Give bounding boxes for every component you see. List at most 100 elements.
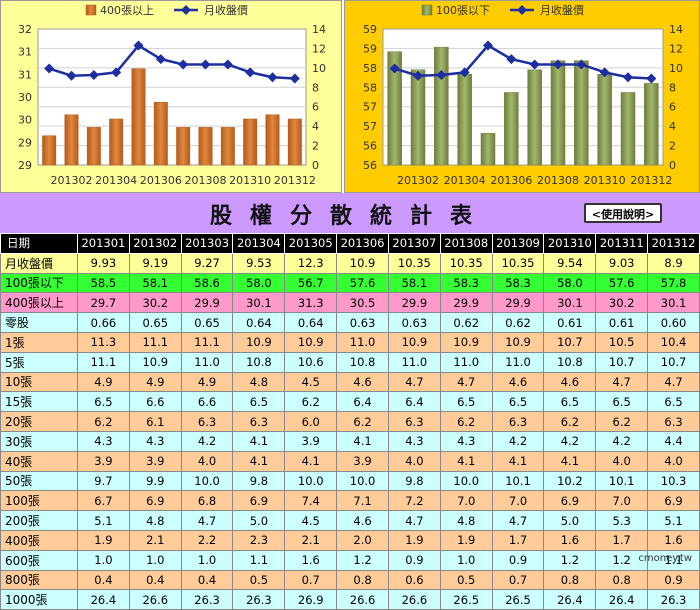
price-point [553, 59, 563, 70]
right-tick-label: 8 [312, 81, 319, 94]
table-cell: 57.6 [595, 272, 649, 294]
table-cell: 4.6 [491, 371, 545, 393]
table-cell: 4.6 [336, 510, 389, 531]
chart-panel-400-plus: 29 29 30 30 31 31 32 0 2 4 6 8 10 12 14 201302 201304 201… [0, 0, 342, 193]
table-cell: 4.2 [180, 430, 234, 452]
table-row: 600張 1.0 1.0 1.0 1.1 1.6 1.2 0.9 1.0 0.9 1.2 1.2 1.1 [0, 549, 700, 571]
price-point [178, 59, 189, 70]
table-cell: 4.8 [232, 371, 286, 393]
table-cell: 7.1 [336, 490, 389, 512]
table-cell: 26.3 [232, 589, 286, 610]
table-cell: 0.7 [491, 569, 545, 591]
table-cell: 9.9 [128, 470, 182, 492]
table-cell: 10.9 [387, 331, 441, 353]
table-cell: 58.6 [180, 272, 234, 294]
table-cell: 4.6 [543, 371, 597, 393]
table-cell: 4.3 [128, 430, 182, 452]
left-tick-label: 31 [18, 68, 32, 81]
table-cell: 1.6 [543, 529, 597, 551]
left-tick-label: 31 [18, 46, 32, 59]
column-header: 201309 [491, 233, 545, 254]
legend-line-label: 月收盤價 [540, 3, 584, 17]
table-cell: 1.9 [439, 529, 493, 551]
table-cell: 0.8 [595, 569, 649, 591]
table-cell: 26.5 [491, 589, 545, 610]
left-tick-label: 59 [363, 42, 377, 55]
row-label: 100張 [0, 490, 78, 512]
table-cell: 4.0 [647, 450, 700, 472]
help-button[interactable]: <使用說明> [584, 203, 662, 223]
table-cell: 1.0 [77, 549, 130, 571]
table-cell: 10.7 [647, 351, 700, 373]
data-bar [64, 114, 79, 166]
table-cell: 58.0 [543, 272, 597, 294]
table-row: 400張 1.9 2.1 2.2 2.3 2.1 2.0 1.9 1.9 1.7 1.6 1.7 1.6 [0, 529, 700, 551]
table-cell: 57.6 [336, 272, 389, 294]
table-cell: 7.0 [595, 490, 649, 512]
price-point [66, 70, 77, 81]
price-point [576, 59, 587, 70]
table-cell: 6.2 [543, 411, 597, 432]
x-tick-label: 201302 [51, 174, 93, 187]
table-cell: 4.8 [439, 510, 493, 531]
table-cell: 3.9 [128, 450, 182, 472]
table-cell: 0.5 [439, 569, 493, 591]
left-tick-label: 56 [363, 140, 377, 153]
table-cell: 0.6 [387, 569, 441, 591]
table-cell: 30.1 [543, 292, 597, 314]
table-cell: 6.4 [387, 391, 441, 413]
left-tick-label: 57 [363, 101, 377, 114]
table-cell: 26.6 [387, 589, 441, 610]
data-bar [387, 51, 402, 166]
table-cell: 29.9 [180, 292, 234, 314]
table-cell: 0.9 [491, 549, 545, 571]
table-cell: 3.9 [336, 450, 389, 472]
x-tick-label: 201304 [95, 174, 137, 187]
x-tick-label: 201306 [490, 174, 532, 187]
table-cell: 26.5 [439, 589, 493, 610]
table-row: 40張 3.9 3.9 4.0 4.1 4.1 3.9 4.0 4.1 4.1 4.1 4.0 4.0 [0, 450, 700, 472]
table-cell: 9.54 [543, 252, 597, 274]
table-cell: 4.2 [543, 430, 597, 452]
table-cell: 6.0 [284, 411, 338, 432]
price-point [44, 63, 55, 74]
table-cell: 2.3 [232, 529, 286, 551]
data-bar [597, 74, 612, 166]
table-cell: 6.6 [128, 391, 182, 413]
x-tick-label: 201312 [630, 174, 672, 187]
table-cell: 5.1 [647, 510, 700, 531]
table-cell: 4.1 [491, 450, 545, 472]
right-tick-label: 6 [312, 101, 319, 114]
right-tick-label: 10 [312, 62, 326, 75]
table-cell: 26.3 [180, 589, 234, 610]
right-tick-label: 6 [669, 101, 676, 114]
data-bar [287, 118, 302, 166]
row-label: 月收盤價 [0, 252, 78, 274]
plot-area [37, 28, 307, 166]
table-row: 50張 9.7 9.9 10.0 9.8 10.0 10.0 9.8 10.0 10.1 10.2 1… [0, 470, 700, 492]
right-tick-label: 4 [312, 120, 319, 133]
table-cell: 7.0 [491, 490, 545, 512]
table-cell: 9.93 [77, 252, 130, 274]
table-cell: 57.8 [647, 272, 700, 294]
left-tick-label: 30 [18, 114, 32, 127]
column-header: 201303 [180, 233, 234, 254]
x-tick-label: 201302 [397, 174, 439, 187]
table-cell: 4.7 [647, 371, 700, 393]
table-cell: 26.6 [128, 589, 182, 610]
row-label: 20張 [0, 411, 78, 432]
table-cell: 0.62 [439, 312, 493, 333]
left-tick-label: 56 [363, 159, 377, 172]
price-point [133, 40, 144, 51]
chart-100-minus: 56 56 57 57 58 58 59 59 0 2 4 6 8 10 12 14 201302 201304 2… [363, 3, 683, 187]
price-point [459, 67, 470, 78]
data-bar [574, 60, 589, 166]
table-cell: 58.5 [77, 272, 130, 294]
table-cell: 10.9 [491, 331, 545, 353]
plot-area [382, 28, 664, 166]
legend-line-marker [181, 5, 191, 15]
table-cell: 0.9 [647, 569, 700, 591]
table-cell: 26.4 [595, 589, 649, 610]
table-cell: 0.61 [543, 312, 597, 333]
table-cell: 0.64 [284, 312, 338, 333]
